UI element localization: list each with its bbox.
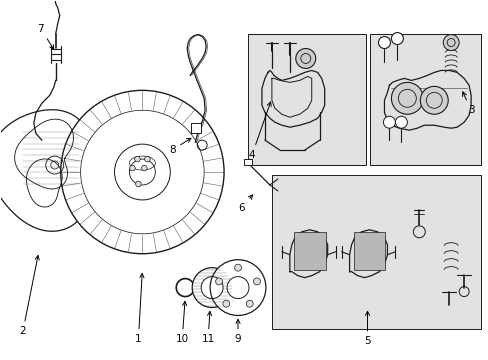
Circle shape xyxy=(395,116,407,128)
Text: 5: 5 xyxy=(364,311,370,346)
Circle shape xyxy=(383,116,395,128)
Circle shape xyxy=(223,300,229,307)
Circle shape xyxy=(390,82,423,114)
Bar xyxy=(247,33,365,165)
Circle shape xyxy=(210,260,265,315)
Circle shape xyxy=(253,278,260,285)
Circle shape xyxy=(215,278,222,285)
Text: 8: 8 xyxy=(169,138,190,155)
Circle shape xyxy=(390,32,403,45)
Text: 4: 4 xyxy=(248,102,271,160)
Bar xyxy=(293,232,325,270)
Circle shape xyxy=(144,156,150,162)
Circle shape xyxy=(246,300,253,307)
Circle shape xyxy=(129,165,135,171)
Circle shape xyxy=(442,35,458,50)
Text: 2: 2 xyxy=(20,256,39,336)
Circle shape xyxy=(420,86,447,114)
Circle shape xyxy=(114,144,170,200)
Polygon shape xyxy=(0,110,89,231)
Circle shape xyxy=(135,181,141,187)
Circle shape xyxy=(61,90,224,254)
Circle shape xyxy=(234,264,241,271)
Circle shape xyxy=(295,49,315,68)
Circle shape xyxy=(134,156,140,162)
Text: 9: 9 xyxy=(234,319,241,345)
Text: 6: 6 xyxy=(238,195,252,213)
Text: 7: 7 xyxy=(38,24,54,49)
Bar xyxy=(353,232,385,270)
Circle shape xyxy=(192,268,232,307)
Text: 10: 10 xyxy=(175,301,188,345)
Text: 1: 1 xyxy=(135,274,144,345)
Bar xyxy=(369,33,480,165)
Circle shape xyxy=(142,165,147,171)
Bar xyxy=(191,123,201,133)
Circle shape xyxy=(378,37,389,49)
Bar xyxy=(271,175,480,329)
Text: 11: 11 xyxy=(201,311,214,345)
Bar xyxy=(244,159,251,165)
Text: 3: 3 xyxy=(462,92,473,115)
